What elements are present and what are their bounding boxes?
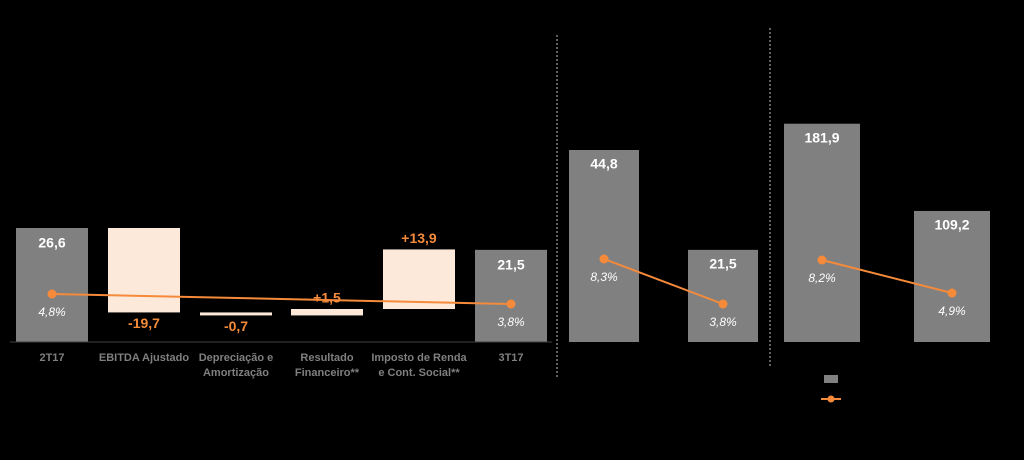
legend-swatch	[824, 375, 838, 383]
bar	[914, 210, 990, 342]
x-tick-label: Resultado	[300, 352, 353, 364]
x-tick-label: 2T17	[39, 352, 64, 364]
bar	[200, 312, 272, 316]
bar-value-label: 21,5	[709, 256, 736, 272]
bar-value-label: +13,9	[401, 230, 437, 246]
line-point	[47, 289, 57, 299]
line-value-label: 4,9%	[938, 304, 966, 318]
bar	[291, 309, 363, 316]
bar-value-label: -19,7	[128, 315, 160, 331]
bar-value-label: +1,5	[313, 290, 341, 306]
line-point	[506, 299, 516, 309]
bar	[569, 150, 639, 342]
bar-value-label: 44,8	[590, 156, 617, 172]
x-tick-label: 3T17	[498, 352, 523, 364]
x-tick-label: Amortização	[203, 367, 269, 379]
x-tick-label: Financeiro**	[295, 367, 360, 379]
line-value-label: 3,8%	[709, 315, 737, 329]
line-value-label: 8,3%	[590, 270, 618, 284]
x-tick-label: Imposto de Renda	[371, 352, 467, 364]
bar	[16, 228, 88, 342]
bar-value-label: 109,2	[934, 217, 969, 233]
bar	[108, 228, 180, 313]
line-point	[599, 254, 609, 264]
bar-value-label: 26,6	[38, 235, 65, 251]
legend-marker	[827, 395, 835, 403]
line-value-label: 8,2%	[808, 271, 836, 285]
bar	[475, 249, 547, 342]
line-point	[718, 299, 728, 309]
line-point	[817, 255, 827, 265]
line-value-label: 3,8%	[497, 315, 525, 329]
bar-value-label: 21,5	[497, 257, 524, 273]
x-tick-label: e Cont. Social**	[378, 367, 460, 379]
line-series	[51, 293, 512, 305]
line-series	[821, 259, 953, 294]
line-series	[603, 258, 724, 305]
bar-value-label: -0,7	[224, 318, 248, 334]
x-tick-label: Depreciação e	[199, 352, 274, 364]
bar	[784, 123, 860, 342]
x-tick-label: EBITDA Ajustado	[99, 352, 190, 364]
line-point	[947, 288, 957, 298]
line-value-label: 4,8%	[38, 305, 66, 319]
bar	[383, 249, 455, 309]
bar-value-label: 181,9	[804, 129, 839, 145]
